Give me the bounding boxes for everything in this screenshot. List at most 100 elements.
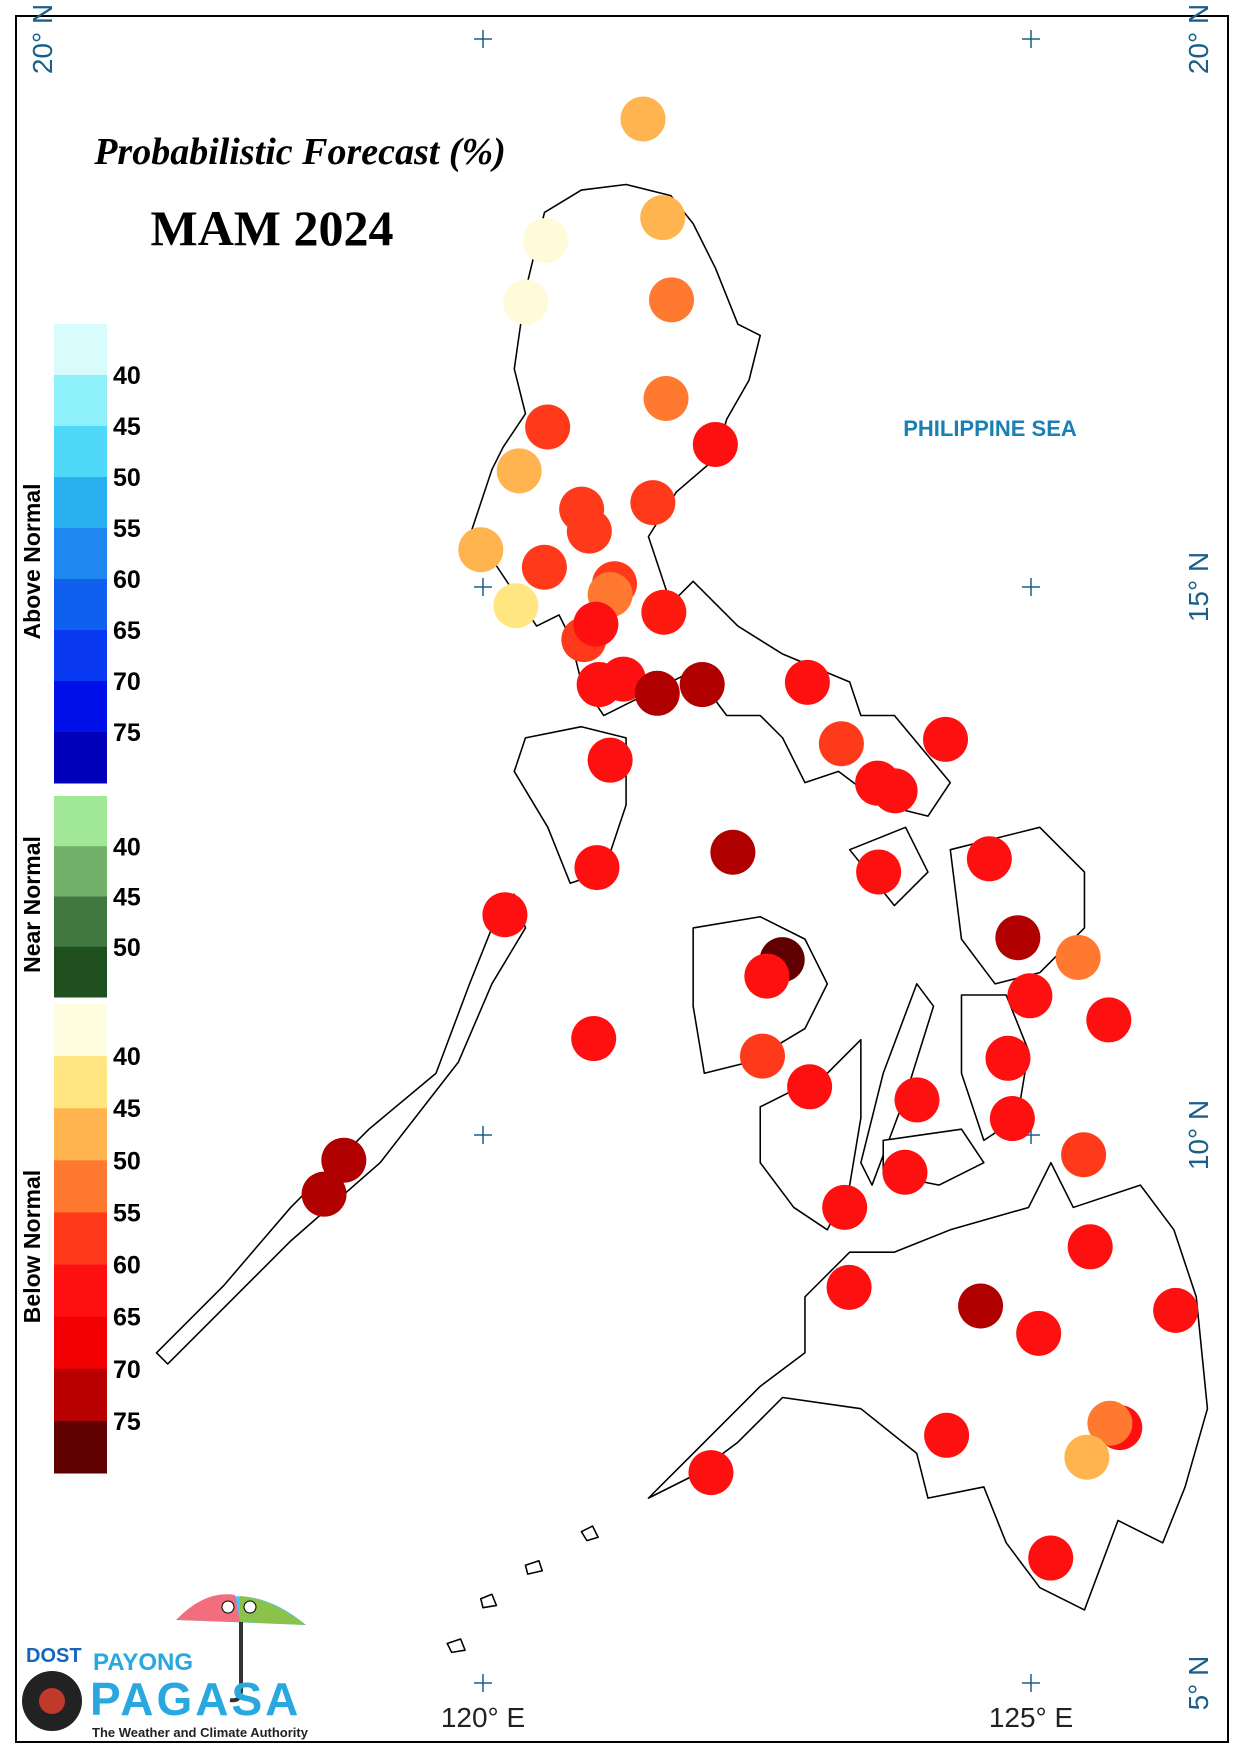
station-dot — [458, 527, 504, 573]
lon-label: 120° E — [441, 1702, 525, 1733]
station-dot — [739, 1033, 785, 1079]
legend-tick-label: 75 — [113, 1408, 141, 1436]
legend-swatch — [54, 1264, 107, 1318]
station-dot — [995, 915, 1041, 961]
station-dot — [643, 375, 689, 421]
legend-tick-label: 65 — [113, 617, 141, 645]
legend-title: Above Normal — [19, 484, 45, 640]
lat-label: 5° N — [1183, 1656, 1214, 1711]
graticule-cross — [474, 1126, 492, 1144]
legend-swatch — [54, 681, 107, 733]
station-dot — [1028, 1535, 1074, 1581]
station-dot — [649, 277, 695, 323]
station-dot — [744, 953, 790, 999]
legend-tick-label: 40 — [113, 1043, 141, 1071]
logo-name: PAGASA — [90, 1673, 301, 1725]
station-dot — [989, 1096, 1035, 1142]
station-dot — [688, 1450, 734, 1496]
legend-swatch — [54, 1004, 107, 1057]
legend-swatch — [54, 579, 107, 631]
umbrella-eye — [221, 1600, 235, 1614]
mindanao — [647, 1161, 1209, 1611]
station-dot — [630, 480, 676, 526]
legend-swatch — [54, 1212, 107, 1266]
legend-swatch — [54, 477, 107, 529]
station-dot — [692, 422, 738, 468]
legend-swatch — [54, 324, 107, 376]
legend-swatch — [54, 375, 107, 427]
negros — [759, 1038, 862, 1231]
lon-label: 125° E — [989, 1702, 1073, 1733]
station-dot — [1087, 1400, 1133, 1446]
station-dot — [1007, 973, 1053, 1019]
legend-swatch — [54, 1108, 107, 1161]
station-dot — [1016, 1310, 1062, 1356]
graticule-cross — [474, 578, 492, 596]
station-dot — [1067, 1224, 1113, 1270]
legend-tick-label: 70 — [113, 668, 141, 696]
umbrella-eye — [243, 1600, 257, 1614]
station-dot — [1064, 1434, 1110, 1480]
legend-swatch — [54, 946, 107, 998]
station-dot — [1061, 1132, 1107, 1178]
station-dot — [1153, 1287, 1199, 1333]
sulu-islands — [446, 1525, 599, 1654]
station-dot — [1055, 934, 1101, 980]
station-dot — [574, 845, 620, 891]
legend: 40 45 50 55 60 65 70 75 Above Normal 40 45 50 Near N… — [19, 324, 141, 1474]
lat-label: 20° N — [27, 4, 58, 74]
legend-tick-label: 70 — [113, 1356, 141, 1384]
legend-swatch — [54, 1056, 107, 1109]
station-dot — [826, 1264, 872, 1310]
legend-tick-label: 50 — [113, 1147, 141, 1175]
umbrella-handle — [229, 1622, 243, 1703]
station-dot — [634, 670, 680, 716]
station-dot — [924, 1412, 970, 1458]
lat-label: 10° N — [1183, 1100, 1214, 1170]
legend-tick-label: 40 — [113, 362, 141, 390]
station-dot — [640, 195, 686, 241]
legend-swatch — [54, 528, 107, 580]
legend-tick-label: 45 — [113, 884, 141, 912]
legend-swatch — [54, 896, 107, 948]
graticule-cross — [1022, 578, 1040, 596]
legend-tick-label: 50 — [113, 464, 141, 492]
station-dot — [856, 849, 902, 895]
station-dot — [784, 659, 830, 705]
legend-tick-label: 55 — [113, 515, 141, 543]
legend-swatch — [54, 732, 107, 784]
station-dot — [1086, 997, 1132, 1043]
legend-tick-label: 60 — [113, 566, 141, 594]
legend-swatch — [54, 846, 107, 897]
legend-swatch — [54, 1160, 107, 1213]
station-dot — [600, 656, 646, 702]
legend-tick-label: 40 — [113, 833, 141, 861]
legend-title: Near Normal — [19, 836, 45, 973]
station-dot — [872, 768, 918, 814]
station-dot — [525, 404, 571, 450]
legend-swatch — [54, 1420, 107, 1474]
graticule-cross — [474, 30, 492, 48]
station-dot — [882, 1149, 928, 1195]
graticule: 20° N 20° N 15° N 10° N 5° N 120° E 125° E — [27, 4, 1214, 1733]
stations — [301, 96, 1199, 1581]
station-dot — [571, 1016, 617, 1062]
legend-tick-label: 55 — [113, 1199, 141, 1227]
station-dot — [503, 279, 549, 325]
legend-tick-label: 65 — [113, 1304, 141, 1332]
station-dot — [573, 601, 619, 647]
logo-top: PAYONG — [93, 1649, 193, 1676]
station-dot — [985, 1035, 1031, 1081]
station-dot — [566, 508, 612, 554]
umbrella-panel — [240, 1596, 306, 1625]
graticule-cross — [1022, 30, 1040, 48]
station-dot — [620, 96, 666, 142]
map-title: Probabilistic Forecast (%) — [93, 131, 506, 173]
station-dot — [679, 662, 725, 708]
station-dot — [321, 1137, 367, 1183]
station-dot — [521, 544, 567, 590]
legend-swatch — [54, 1316, 107, 1370]
legend-swatch — [54, 796, 107, 847]
